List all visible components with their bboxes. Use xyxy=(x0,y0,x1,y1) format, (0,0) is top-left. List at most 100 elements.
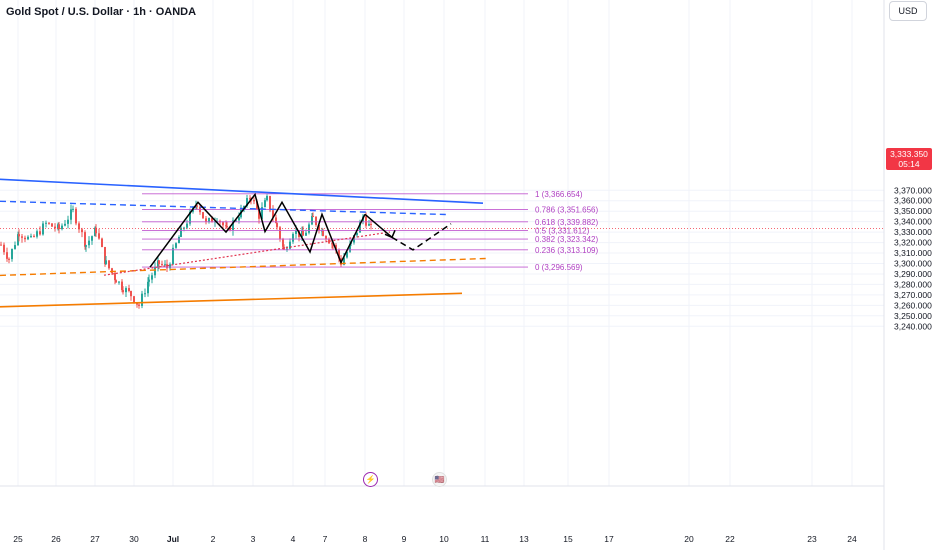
candle-body xyxy=(186,223,188,228)
candle-body xyxy=(315,216,317,225)
candle-body xyxy=(11,248,13,260)
candle-body xyxy=(318,224,320,231)
candle-body xyxy=(311,216,313,225)
candle-body xyxy=(269,196,271,211)
candle-body xyxy=(21,236,23,238)
time-tick-label: 7 xyxy=(323,534,328,544)
candle-body xyxy=(64,223,66,226)
us-flag-icon[interactable]: 🇺🇸 xyxy=(432,472,447,487)
fib-level-label: 0 (3,296.569) xyxy=(535,263,583,272)
candle-body xyxy=(256,201,258,210)
candle-body xyxy=(253,200,255,202)
candle-body xyxy=(272,210,274,218)
candle-body xyxy=(30,235,32,237)
candle-body xyxy=(368,223,370,226)
time-tick-label: 2 xyxy=(211,534,216,544)
candle-body xyxy=(133,296,135,303)
candle-body xyxy=(121,281,123,291)
candle-body xyxy=(232,220,234,231)
candlestick-series xyxy=(0,194,372,309)
projection-solid-leg xyxy=(364,213,393,238)
candle-body xyxy=(275,217,277,224)
candle-body xyxy=(178,236,180,244)
candle-body xyxy=(325,235,327,240)
candle-body xyxy=(365,216,367,226)
candle-body xyxy=(225,225,227,227)
candle-body xyxy=(305,232,307,236)
candle-body xyxy=(147,281,149,294)
candle-body xyxy=(169,264,171,269)
candle-body xyxy=(312,216,314,218)
candle-body xyxy=(130,291,132,297)
currency-button[interactable]: USD xyxy=(889,1,927,21)
candle-body xyxy=(138,304,140,306)
candle-body xyxy=(75,208,77,224)
time-tick-label: 11 xyxy=(481,534,490,544)
candle-body xyxy=(346,251,348,258)
candle-body xyxy=(349,243,351,252)
candle-body xyxy=(370,223,372,225)
fib-level-label: 0.5 (3,331.612) xyxy=(535,226,590,235)
candle-body xyxy=(261,207,263,219)
price-tick-label: 3,280.000 xyxy=(894,279,932,289)
time-tick-label: Jul xyxy=(167,534,179,544)
candle-body xyxy=(161,264,163,266)
time-tick-label: 27 xyxy=(90,534,100,544)
candle-body xyxy=(282,238,284,247)
candle-body xyxy=(17,234,19,246)
fib-level-label: 0.618 (3,339.882) xyxy=(535,218,598,227)
candle-body xyxy=(84,232,86,247)
projection-dashed-path xyxy=(391,223,452,251)
candle-body xyxy=(264,200,266,208)
price-tick-label: 3,290.000 xyxy=(894,269,932,279)
current-price-badge: 3,333.350 05:14 xyxy=(886,148,932,170)
chart-grid xyxy=(0,0,884,486)
price-tick-label: 3,270.000 xyxy=(894,290,932,300)
candle-body xyxy=(114,273,116,281)
candle-body xyxy=(85,245,87,247)
candle-body xyxy=(151,275,153,280)
candle-body xyxy=(343,257,345,265)
bolt-icon[interactable]: ⚡ xyxy=(363,472,378,487)
time-tick-label: 8 xyxy=(363,534,368,544)
candle-body xyxy=(183,227,185,229)
time-tick-label: 4 xyxy=(291,534,296,544)
candle-body xyxy=(115,280,117,283)
candle-body xyxy=(211,217,213,223)
candle-body xyxy=(222,222,224,226)
projection-arrowhead xyxy=(384,230,396,239)
candle-body xyxy=(328,239,330,244)
price-tick-label: 3,310.000 xyxy=(894,248,932,258)
time-tick-label: 17 xyxy=(604,534,614,544)
candle-body xyxy=(18,234,20,237)
candle-body xyxy=(78,223,80,230)
candle-body xyxy=(154,267,156,276)
candle-body xyxy=(175,243,177,248)
candle-body xyxy=(148,279,150,282)
fib-level-label: 0.236 (3,313.109) xyxy=(535,246,598,255)
fib-level-label: 1 (3,366.654) xyxy=(535,190,583,199)
price-tick-label: 3,350.000 xyxy=(894,206,932,216)
candle-body xyxy=(356,232,358,236)
candle-body xyxy=(128,288,130,292)
candle-body xyxy=(229,226,231,231)
candle-body xyxy=(266,196,268,201)
time-tick-label: 26 xyxy=(51,534,61,544)
candle-body xyxy=(292,233,294,242)
time-tick-label: 24 xyxy=(847,534,857,544)
candle-body xyxy=(331,243,333,245)
time-tick-label: 13 xyxy=(519,534,529,544)
time-tick-label: 25 xyxy=(13,534,23,544)
candle-body xyxy=(108,260,110,269)
candle-body xyxy=(27,236,29,240)
dashed-resistance-line xyxy=(0,200,448,216)
candle-body xyxy=(111,268,113,274)
dashed-support-line xyxy=(0,257,487,277)
candle-body xyxy=(289,241,291,249)
candle-body xyxy=(122,290,124,293)
candle-body xyxy=(332,244,334,246)
bar-countdown-label: 05:14 xyxy=(898,159,920,169)
price-tick-label: 3,260.000 xyxy=(894,300,932,310)
candle-body xyxy=(24,237,26,240)
